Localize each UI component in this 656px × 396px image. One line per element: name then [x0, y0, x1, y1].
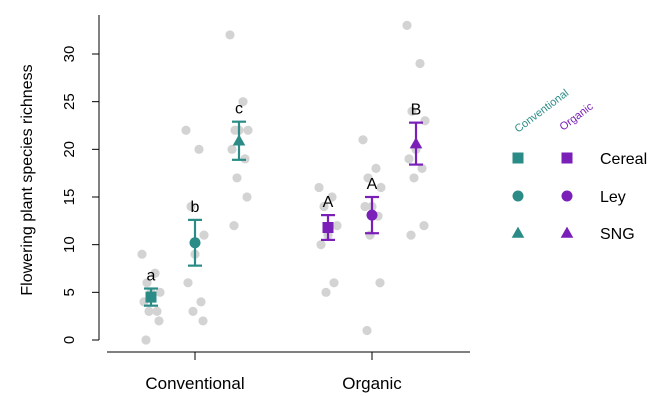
y-tick-label-20: 20	[61, 141, 78, 158]
y-tick-label-25: 25	[61, 93, 78, 110]
raw-point-organic-ley	[375, 278, 385, 288]
y-tick-label-30: 30	[61, 46, 78, 63]
mean-marker-organic-cereal	[322, 222, 334, 234]
significance-letter-conventional-sng: c	[235, 101, 243, 118]
raw-point-conventional-ley	[186, 201, 196, 212]
significance-letter-conventional-ley: b	[191, 199, 200, 216]
legend-marker-conventional-ley	[512, 190, 524, 202]
mean-marker-organic-ley	[366, 209, 378, 221]
raw-point-organic-cereal	[314, 182, 324, 193]
raw-point-organic-ley	[358, 135, 368, 145]
legend-label-ley: Ley	[600, 189, 626, 206]
raw-point-organic-sng	[417, 163, 427, 173]
raw-point-organic-sng	[419, 221, 429, 231]
legend-label-cereal: Cereal	[600, 151, 647, 168]
raw-point-organic-cereal	[316, 240, 326, 250]
raw-point-conventional-cereal	[144, 306, 154, 316]
raw-point-organic-cereal	[327, 192, 337, 202]
raw-point-organic-cereal	[319, 201, 329, 212]
raw-point-conventional-ley	[196, 297, 206, 307]
raw-point-organic-sng	[407, 106, 417, 116]
raw-point-conventional-ley	[183, 278, 193, 288]
raw-point-organic-cereal	[329, 278, 339, 288]
raw-point-conventional-sng	[227, 144, 237, 154]
legend-marker-organic-sng	[560, 226, 574, 238]
raw-point-conventional-sng	[229, 221, 239, 231]
raw-point-conventional-cereal	[155, 287, 165, 297]
raw-point-conventional-ley	[181, 125, 191, 135]
raw-point-conventional-ley	[198, 316, 208, 326]
raw-point-organic-ley	[376, 182, 386, 193]
raw-point-organic-ley	[363, 173, 373, 183]
raw-point-organic-ley	[371, 163, 381, 173]
raw-point-conventional-cereal	[137, 249, 147, 259]
y-tick-label-10: 10	[61, 236, 78, 253]
significance-letter-organic-cereal: A	[323, 194, 334, 211]
y-tick-label-0: 0	[61, 336, 78, 344]
raw-point-conventional-cereal	[150, 268, 160, 278]
significance-letter-organic-sng: B	[411, 102, 422, 119]
raw-point-organic-sng	[406, 230, 416, 240]
raw-point-conventional-ley	[188, 306, 198, 316]
y-tick-label-15: 15	[61, 189, 78, 206]
legend-label-sng: SNG	[600, 226, 635, 243]
raw-point-conventional-sng	[243, 125, 253, 135]
raw-point-organic-sng	[415, 58, 425, 69]
axes-layer: Flowering plant species richness 0 5 10 15 2…	[19, 15, 470, 393]
raw-point-organic-ley	[365, 230, 375, 240]
raw-point-organic-ley	[362, 325, 372, 336]
significance-letter-organic-ley: A	[367, 176, 378, 193]
legend-marker-organic-ley	[561, 190, 573, 202]
raw-point-organic-sng	[409, 173, 419, 183]
mean-marker-conventional-sng	[232, 134, 246, 146]
raw-point-conventional-sng	[238, 97, 248, 107]
significance-letter-conventional-cereal: a	[147, 268, 156, 285]
error-bars-layer: a b c A A B	[144, 101, 423, 307]
raw-point-organic-cereal	[321, 287, 331, 297]
legend-marker-conventional-sng	[511, 226, 525, 238]
raw-point-organic-sng	[420, 116, 430, 126]
legend-header-organic: Organic	[558, 100, 596, 133]
raw-point-conventional-sng	[232, 173, 242, 183]
mean-marker-conventional-ley	[189, 237, 201, 249]
raw-point-conventional-ley	[194, 144, 204, 154]
legend-marker-conventional-cereal	[512, 152, 524, 164]
raw-point-organic-sng	[404, 154, 414, 164]
raw-point-conventional-cereal	[152, 306, 162, 316]
raw-point-conventional-cereal	[142, 278, 152, 288]
raw-point-organic-cereal	[332, 221, 342, 231]
raw-point-conventional-sng	[242, 192, 252, 202]
y-axis-label: Flowering plant species richness	[19, 64, 36, 295]
raw-point-organic-ley	[360, 201, 370, 212]
mean-marker-conventional-cereal	[145, 291, 157, 303]
mean-marker-organic-sng	[409, 137, 423, 149]
x-tick-label-conventional: Conventional	[145, 374, 244, 393]
raw-point-organic-sng	[402, 20, 412, 30]
y-tick-label-5: 5	[61, 288, 78, 296]
raw-point-conventional-cereal	[154, 316, 164, 326]
legend-marker-organic-cereal	[561, 152, 573, 164]
raw-point-conventional-cereal	[141, 335, 151, 345]
raw-points-layer	[137, 20, 430, 345]
x-tick-label-organic: Organic	[342, 374, 402, 393]
raw-point-conventional-ley	[199, 230, 209, 240]
raw-point-conventional-sng	[225, 30, 235, 40]
